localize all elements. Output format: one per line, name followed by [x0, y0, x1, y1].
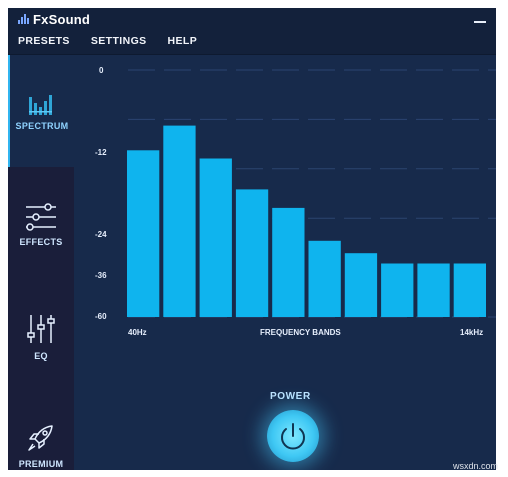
minimize-icon[interactable] — [472, 14, 488, 26]
x-label-center: FREQUENCY BANDS — [260, 328, 341, 337]
sidebar-item-spectrum[interactable]: SPECTRUM — [8, 55, 74, 167]
watermark: wsxdn.com — [452, 461, 498, 471]
sidebar-item-label: PREMIUM — [18, 459, 64, 469]
sidebar-item-label: EQ — [34, 351, 48, 361]
menu-settings[interactable]: SETTINGS — [90, 35, 147, 47]
fxsound-window: FxSound PRESETS SETTINGS HELP SPECTRUM — [8, 8, 496, 470]
y-tick-label-0: 0 — [99, 66, 104, 75]
menu-bar: PRESETS SETTINGS HELP — [18, 35, 218, 47]
spectrum-bar — [272, 207, 305, 317]
sidebar-item-premium[interactable]: PREMIUM — [8, 423, 74, 469]
rocket-icon — [28, 425, 53, 451]
sliders-vertical-icon — [27, 315, 55, 343]
power-icon — [281, 423, 305, 450]
menu-presets[interactable]: PRESETS — [18, 35, 70, 47]
spectrum-bar — [308, 240, 341, 317]
sidebar-item-label: EFFECTS — [19, 237, 63, 247]
spectrum-bar — [344, 253, 378, 317]
power-button[interactable] — [267, 410, 319, 462]
sidebar-item-eq[interactable]: EQ — [8, 313, 74, 361]
sidebar-item-effects[interactable]: EFFECTS — [8, 203, 74, 247]
spectrum-bar — [199, 158, 232, 317]
power-label: POWER — [270, 391, 311, 402]
y-tick-label-12: -12 — [95, 148, 107, 157]
y-tick-label-36: -36 — [95, 271, 107, 280]
x-label-end: 14kHz — [460, 328, 483, 337]
spectrum-bar — [453, 263, 486, 317]
sidebar-item-label: SPECTRUM — [15, 121, 69, 131]
spectrum-panel: 0 -12 -24 -36 -60 40Hz FREQUENCY BANDS 1… — [74, 55, 496, 470]
spectrum-bar — [127, 150, 160, 317]
app-logo: FxSound — [18, 11, 91, 27]
y-tick-label-24: -24 — [95, 230, 107, 239]
spectrum-bar — [235, 189, 269, 317]
y-tick-label-60: -60 — [95, 312, 107, 321]
spectrum-bar — [381, 263, 414, 317]
title-bar: FxSound PRESETS SETTINGS HELP — [8, 8, 496, 55]
spectrum-icon — [29, 95, 52, 115]
sidebar: SPECTRUM EFFECTS EQ — [8, 55, 74, 470]
spectrum-chart: 0 -12 -24 -36 -60 40Hz FREQUENCY BANDS 1… — [95, 66, 496, 337]
spectrum-bar — [417, 263, 450, 317]
sliders-horizontal-icon — [26, 203, 56, 231]
menu-help[interactable]: HELP — [167, 35, 198, 47]
logo-bars-icon — [18, 14, 30, 24]
app-title: FxSound — [33, 11, 91, 27]
spectrum-bars — [127, 125, 486, 317]
x-label-start: 40Hz — [128, 328, 147, 337]
spectrum-bar — [163, 125, 196, 317]
